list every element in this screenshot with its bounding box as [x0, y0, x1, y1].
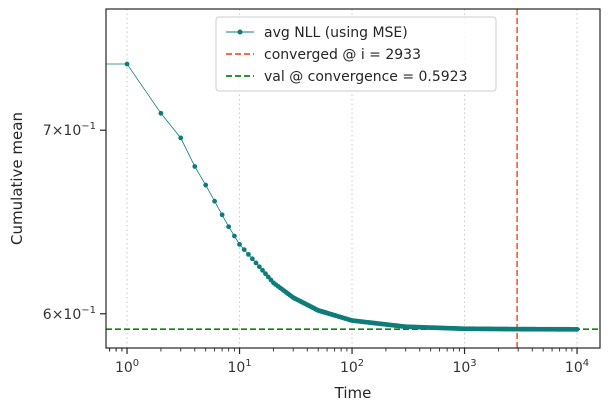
series-point [260, 267, 265, 273]
series-point [256, 264, 262, 270]
series-point [212, 198, 217, 204]
series-point [124, 61, 130, 67]
x-tick-label: 100 [115, 358, 139, 376]
y-tick-label: 7×10−1 [43, 121, 96, 139]
series-point [219, 212, 225, 218]
x-axis-label: Time [334, 384, 372, 402]
y-tick-label: 6×10−1 [43, 305, 96, 323]
series-point [178, 135, 184, 141]
series-layer [106, 61, 580, 332]
legend: avg NLL (using MSE) converged @ i = 2933… [215, 16, 497, 92]
legend-converged-label: converged @ i = 2933 [264, 47, 421, 63]
legend-entry-converged: converged @ i = 2933 [226, 47, 421, 63]
tick-layer: 100 101 102 103 104 6×10−1 7×10−1 [43, 121, 589, 376]
series-point [574, 326, 580, 332]
legend-box [215, 16, 497, 92]
x-tick-label: 102 [340, 358, 364, 376]
series-point [263, 271, 268, 277]
legend-value-label: val @ convergence = 0.5923 [264, 69, 468, 85]
series-point [232, 233, 237, 239]
legend-series-label: avg NLL (using MSE) [264, 25, 408, 41]
y-axis-label: Cumulative mean [8, 112, 26, 245]
reference-lines [106, 9, 600, 348]
series-point [237, 241, 242, 247]
series-point [192, 164, 198, 169]
legend-entry-value: val @ convergence = 0.5923 [226, 69, 468, 85]
plot-frame [105, 8, 601, 349]
legend-series-marker [237, 29, 243, 35]
series-line [106, 63, 578, 330]
x-tick-label: 104 [565, 358, 589, 376]
series-point [249, 256, 255, 262]
series-point [246, 251, 251, 257]
series-point [203, 182, 209, 188]
x-tick-label: 101 [227, 358, 251, 376]
series-point [158, 110, 164, 116]
legend-entry-series: avg NLL (using MSE) [226, 25, 408, 41]
series-point [241, 247, 247, 253]
x-tick-label: 103 [452, 358, 476, 376]
series-point [253, 260, 259, 266]
series-point [226, 224, 232, 230]
